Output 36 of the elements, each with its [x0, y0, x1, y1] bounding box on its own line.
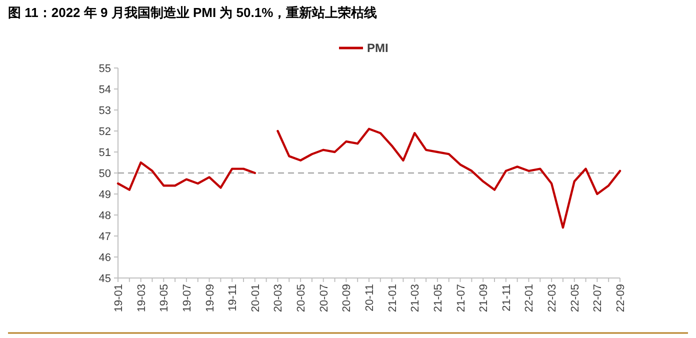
y-tick-label: 53: [98, 105, 111, 117]
x-tick-label: 20-07: [318, 284, 330, 312]
y-tick-label: 54: [98, 84, 111, 96]
chart-title: 图 11：2022 年 9 月我国制造业 PMI 为 50.1%，重新站上荣枯线: [8, 5, 378, 20]
legend-label: PMI: [367, 41, 388, 55]
x-tick-label: 19-11: [227, 284, 240, 312]
y-tick-label: 47: [98, 231, 111, 243]
x-tick-label: 20-01: [250, 284, 262, 312]
x-tick-label: 21-09: [478, 284, 490, 312]
x-tick-label: 22-05: [569, 284, 582, 312]
x-tick-label: 22-07: [592, 284, 604, 312]
x-tick-label: 21-05: [432, 284, 444, 312]
y-tick-label: 48: [98, 210, 111, 222]
x-tick-label: 22-03: [546, 284, 559, 312]
x-tick-label: 22-09: [615, 284, 627, 312]
x-tick-label: 22-01: [524, 284, 536, 312]
x-tick-label: 19-01: [113, 284, 125, 312]
x-tick-label: 21-07: [455, 284, 468, 312]
y-tick-label: 50: [98, 168, 111, 180]
x-tick-label: 20-03: [272, 284, 285, 312]
y-tick-label: 46: [98, 252, 111, 264]
x-tick-label: 20-05: [296, 284, 308, 312]
y-tick-label: 45: [98, 273, 111, 285]
x-tick-label: 19-09: [204, 284, 216, 312]
y-tick-label: 52: [98, 126, 111, 138]
x-tick-label: 21-03: [410, 284, 422, 312]
x-tick-label: 20-11: [364, 284, 376, 312]
x-tick-label: 21-11: [500, 284, 513, 312]
x-tick-label: 19-05: [158, 284, 171, 312]
x-tick-label: 20-09: [341, 284, 354, 312]
y-tick-label: 49: [98, 189, 111, 201]
y-tick-label: 51: [98, 147, 111, 159]
x-tick-label: 19-07: [181, 284, 194, 312]
x-tick-label: 19-03: [136, 284, 148, 312]
x-tick-label: 21-01: [386, 284, 399, 312]
y-tick-label: 55: [98, 63, 111, 75]
